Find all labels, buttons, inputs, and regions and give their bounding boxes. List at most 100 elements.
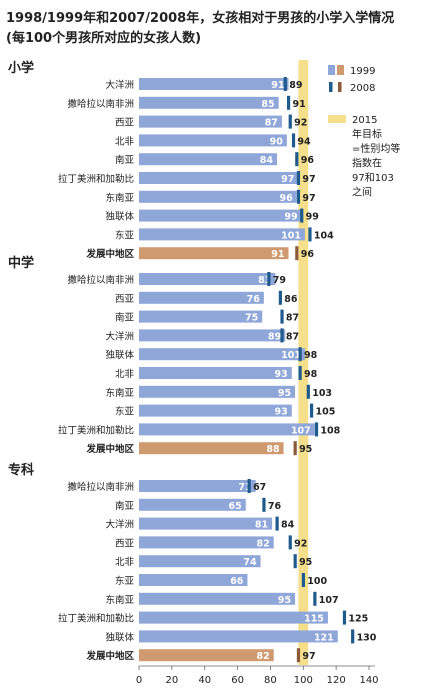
value-label-2008: 92 xyxy=(294,118,307,129)
bar-row: 东亚 101 104 xyxy=(115,227,334,242)
bar-row: 独联体 121 130 xyxy=(105,629,377,644)
category-label: 东南亚 xyxy=(105,594,134,606)
legend-swatch-2008-developing xyxy=(338,82,342,92)
value-label-1999: 71 xyxy=(238,482,251,493)
value-label-1999: 84 xyxy=(260,155,274,166)
category-label: 北非 xyxy=(115,368,135,380)
bar-1999 xyxy=(139,611,328,624)
bar-row: 北非 74 95 xyxy=(115,554,312,569)
bar-row: 东南亚 96 97 xyxy=(105,189,316,204)
chart-subtitle: (每100个男孩所对应的女孩人数) xyxy=(6,30,201,46)
legend-label-1999: 1999 xyxy=(350,66,375,77)
bar-1999 xyxy=(139,630,338,643)
value-label-1999: 85 xyxy=(261,99,274,110)
value-label-1999: 66 xyxy=(230,576,244,587)
marker-2008 xyxy=(301,573,305,587)
value-label-1999: 91 xyxy=(271,249,284,260)
bar-row: 东亚 66 100 xyxy=(115,573,328,587)
bar-1999 xyxy=(139,404,292,417)
marker-2008 xyxy=(280,309,284,324)
target-band-layer xyxy=(298,60,309,665)
legend-target-text: =性别均等 xyxy=(352,142,400,155)
marker-2008 xyxy=(295,246,299,261)
bar-1999 xyxy=(139,209,302,222)
legend-target-text: 97和103 xyxy=(352,172,394,184)
marker-2008 xyxy=(288,114,292,129)
value-label-2008: 94 xyxy=(297,136,311,147)
bar-row: 独联体 101 98 xyxy=(105,347,318,362)
value-label-1999: 74 xyxy=(243,557,257,568)
category-label: 西亚 xyxy=(115,294,135,305)
bar-row: 发展中地区 91 96 xyxy=(85,246,315,261)
value-label-1999: 91 xyxy=(271,80,284,91)
value-label-2008: 99 xyxy=(306,212,319,223)
category-label: 发展中地区 xyxy=(85,443,134,455)
value-label-1999: 121 xyxy=(314,632,334,643)
marker-2008 xyxy=(296,171,301,185)
bar-1999 xyxy=(139,555,261,568)
bar-1999 xyxy=(139,574,248,586)
bar-1999 xyxy=(139,385,296,398)
marker-2008 xyxy=(247,479,251,493)
value-label-2008: 92 xyxy=(294,538,307,549)
value-label-2008: 130 xyxy=(357,632,377,643)
target-band xyxy=(298,60,309,665)
bar-row: 西亚 76 86 xyxy=(115,290,298,305)
value-label-1999: 90 xyxy=(270,136,284,147)
value-label-2008: 96 xyxy=(301,249,315,260)
bar-1999 xyxy=(139,172,299,184)
value-label-1999: 88 xyxy=(266,444,280,455)
value-label-1999: 82 xyxy=(256,538,269,549)
bar-row: 拉丁美洲和加勒比 107 108 xyxy=(58,422,341,437)
bar-row: 发展中地区 88 95 xyxy=(85,441,312,456)
bar-1999 xyxy=(139,649,274,662)
category-label: 西亚 xyxy=(115,118,135,129)
category-label: 大洋洲 xyxy=(105,79,134,91)
category-label: 撒哈拉以南非洲 xyxy=(67,274,134,286)
value-label-1999: 89 xyxy=(268,331,281,342)
value-label-1999: 65 xyxy=(229,501,242,512)
legend-target-text: 指数在 xyxy=(352,157,382,170)
value-label-2008: 97 xyxy=(302,174,315,185)
value-label-1999: 96 xyxy=(279,193,293,204)
value-label-1999: 101 xyxy=(281,350,301,361)
value-label-2008: 91 xyxy=(293,99,306,110)
legend-target-text: 2015 xyxy=(352,115,377,126)
bar-1999 xyxy=(139,96,279,109)
bar-1999 xyxy=(139,273,276,285)
group-heading: 专科 xyxy=(8,462,34,478)
bar-row: 东南亚 95 107 xyxy=(105,591,339,606)
bar-row: 撒哈拉以南非洲 85 91 xyxy=(67,95,306,110)
value-label-2008: 98 xyxy=(304,350,318,361)
bar-row: 拉丁美洲和加勒比 115 125 xyxy=(58,610,368,625)
legend-target-text: 之间 xyxy=(352,186,372,199)
marker-2008 xyxy=(298,366,302,380)
category-label: 拉丁美洲和加勒比 xyxy=(58,424,134,436)
category-label: 拉丁美洲和加勒比 xyxy=(58,173,134,185)
value-label-1999: 97 xyxy=(281,174,294,185)
marker-2008 xyxy=(296,648,301,663)
value-label-1999: 93 xyxy=(275,407,288,418)
marker-2008 xyxy=(293,554,297,569)
category-label: 东亚 xyxy=(115,229,135,241)
value-label-2008: 87 xyxy=(286,331,299,342)
marker-2008 xyxy=(300,208,304,223)
bar-1999 xyxy=(139,310,263,323)
marker-2008 xyxy=(278,290,282,305)
bar-row: 南亚 84 96 xyxy=(115,152,314,167)
bar-1999 xyxy=(139,115,282,128)
x-tick-label: 40 xyxy=(198,675,211,686)
marker-2008 xyxy=(296,189,301,204)
bar-row: 拉丁美洲和加勒比 97 97 xyxy=(58,171,316,185)
marker-2008 xyxy=(283,77,287,91)
value-label-2008: 97 xyxy=(302,193,315,204)
bar-1999 xyxy=(139,329,286,342)
marker-2008 xyxy=(298,347,302,362)
legend-swatch-2008 xyxy=(329,82,333,92)
value-label-1999: 101 xyxy=(281,230,301,241)
value-label-2008: 95 xyxy=(299,557,312,568)
marker-2008 xyxy=(306,384,310,399)
